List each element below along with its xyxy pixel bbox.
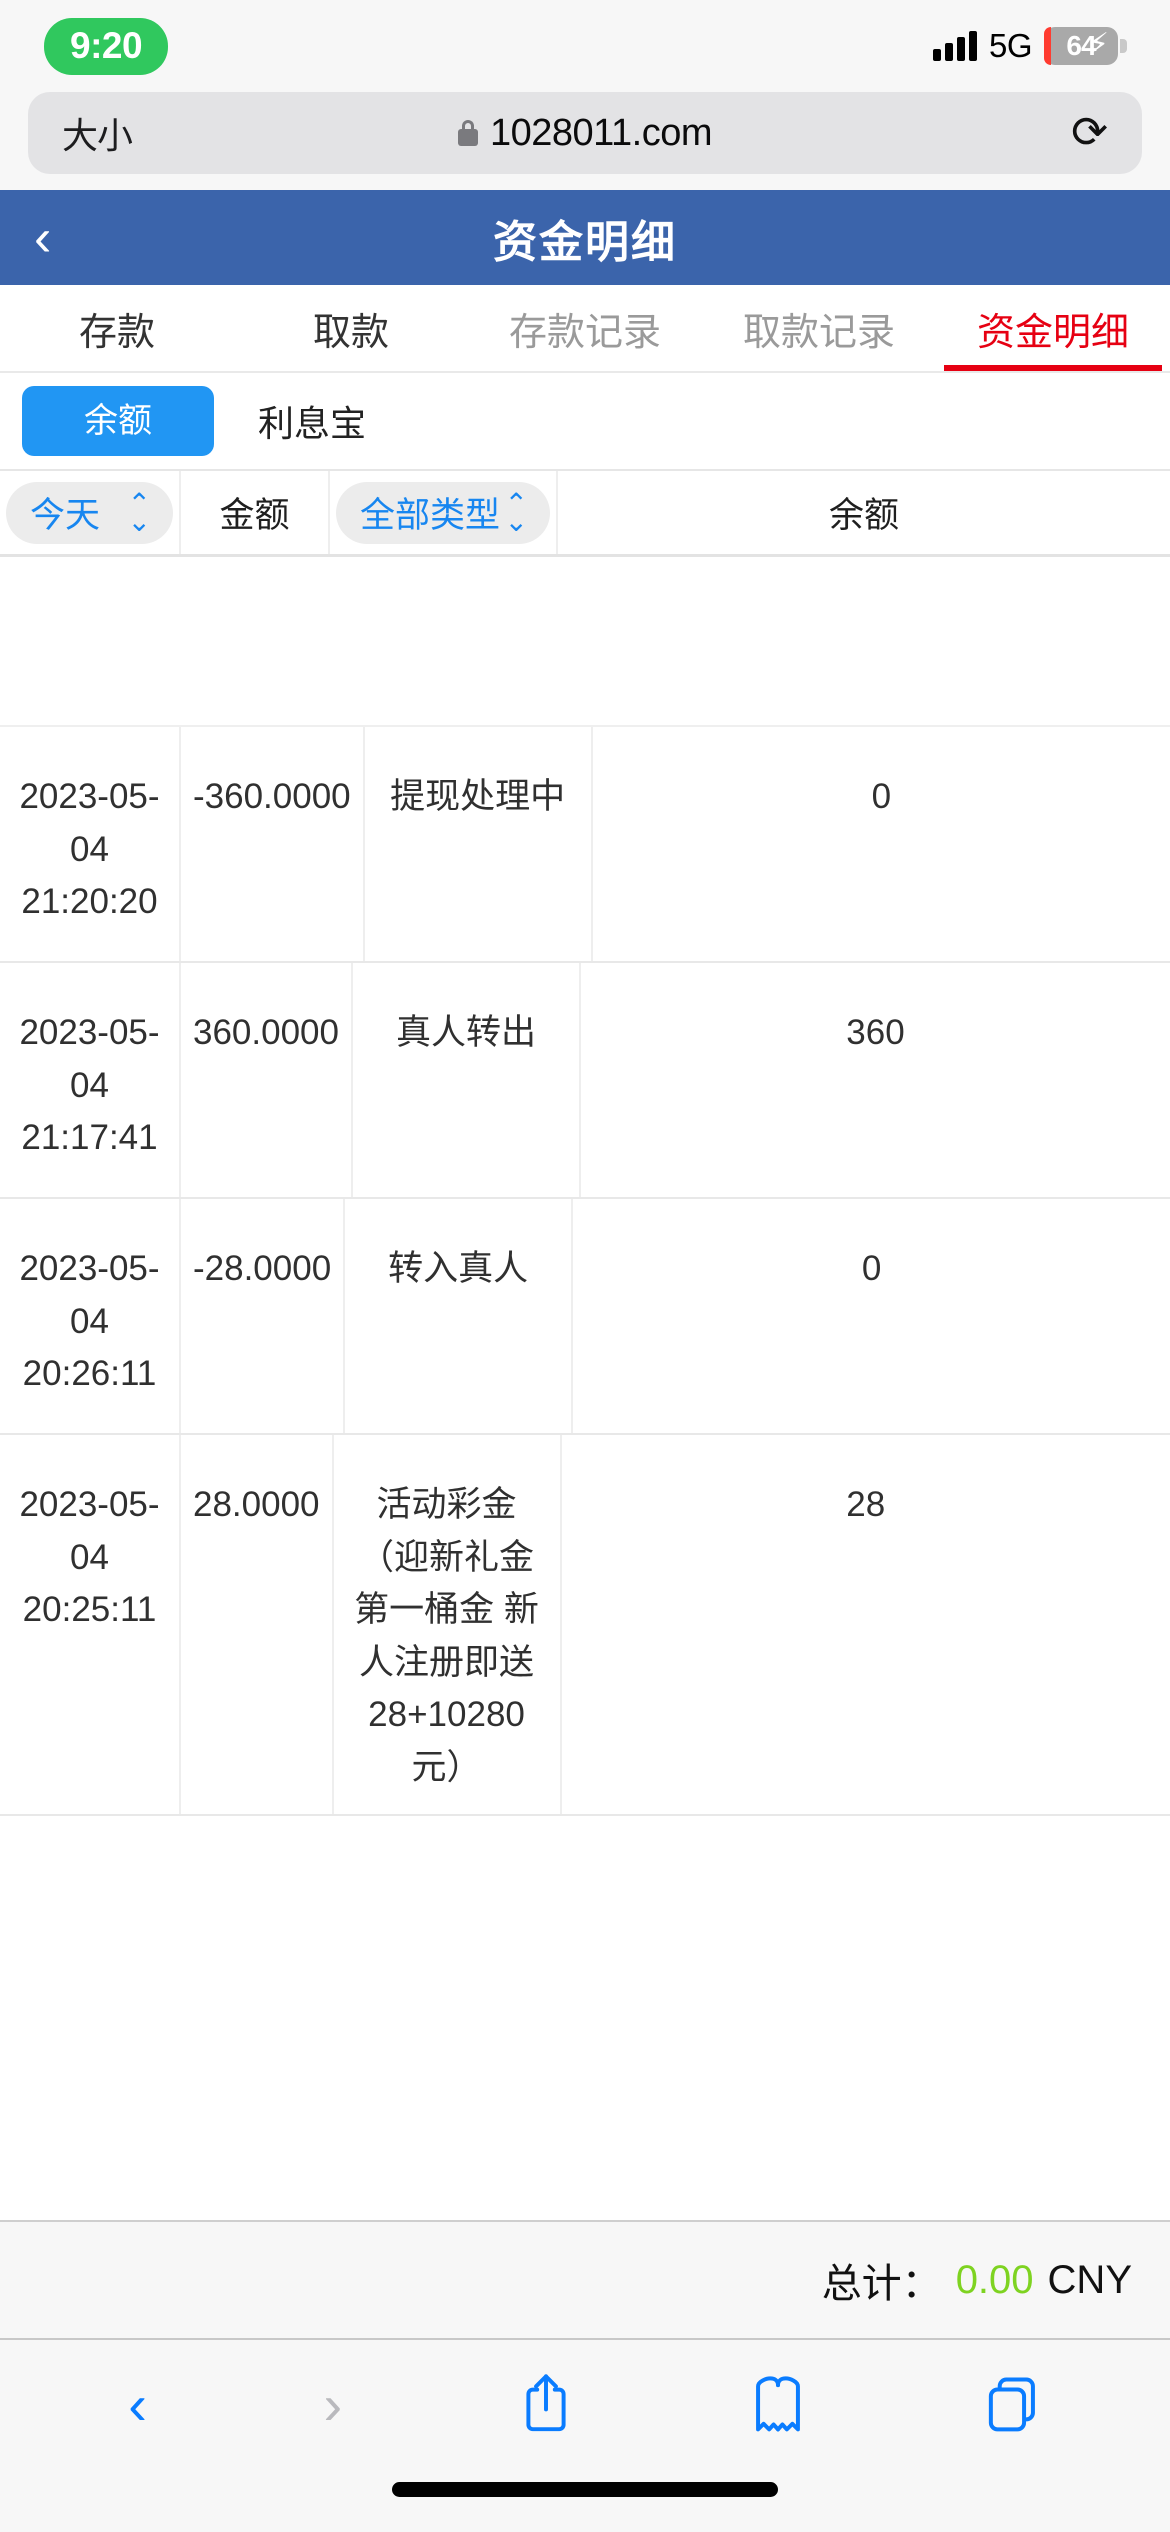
- signal-bars-icon: [932, 31, 977, 61]
- row-type: 真人转出: [353, 963, 581, 1197]
- date-filter-label: 今天: [30, 496, 101, 535]
- tab-deposit[interactable]: 存款: [0, 285, 234, 371]
- table-row[interactable]: 2023-05-04 20:26:11 -28.0000 转入真人 0: [0, 1199, 1170, 1435]
- tab-label: 资金明细: [976, 311, 1129, 354]
- chevron-up-down-icon: ⌃ ⌄: [127, 488, 151, 537]
- tab-withdraw-records[interactable]: 取款记录: [702, 285, 936, 371]
- fund-details-table: 今天 ⌃ ⌄ 金额 全部类型 ⌃ ⌄ 余额 2023-05-04 21:20:20: [0, 471, 1170, 1816]
- row-datetime: 2023-05-04 20:26:11: [0, 1199, 181, 1433]
- status-bar: 9:20 5G 64 ⚡: [0, 0, 1170, 92]
- type-filter-select[interactable]: 全部类型 ⌃ ⌄: [336, 481, 550, 544]
- totals-currency: CNY: [1047, 2257, 1132, 2302]
- row-datetime: 2023-05-04 20:25:11: [0, 1435, 181, 1814]
- row-type: 提现处理中: [365, 727, 593, 961]
- row-time: 21:17:41: [21, 1118, 158, 1157]
- tab-label: 取款记录: [742, 311, 895, 354]
- subtab-interest-treasure[interactable]: 利息宝: [258, 403, 367, 444]
- tab-fund-details[interactable]: 资金明细: [936, 285, 1170, 371]
- type-filter-cell: 全部类型 ⌃ ⌄: [330, 471, 558, 554]
- browser-toolbar: ‹ ›: [0, 2340, 1170, 2470]
- browser-forward-icon: ›: [323, 2373, 343, 2436]
- table-row[interactable]: 2023-05-04 21:17:41 360.0000 真人转出 360: [0, 963, 1170, 1199]
- row-amount: 28.0000: [181, 1435, 334, 1814]
- home-indicator[interactable]: [392, 2482, 778, 2497]
- row-balance: 28: [846, 1485, 886, 1524]
- row-datetime: 2023-05-04 21:17:41: [0, 963, 181, 1197]
- row-date: 2023-05-04: [19, 1249, 160, 1341]
- main-tab-bar: 存款 取款 存款记录 取款记录 资金明细: [0, 285, 1170, 373]
- row-balance: 360: [846, 1013, 905, 1052]
- charging-bolt-icon: ⚡: [1087, 28, 1109, 61]
- home-indicator-area: [0, 2470, 1170, 2532]
- row-type: 活动彩金（迎新礼金 第一桶金 新人注册即送 28+10280元）: [334, 1435, 562, 1814]
- row-amount: -28.0000: [181, 1199, 346, 1433]
- balance-header-label: 余额: [828, 496, 899, 535]
- page-title: 资金明细: [493, 217, 677, 267]
- row-date: 2023-05-04: [19, 777, 160, 869]
- table-spacer-row: [0, 557, 1170, 727]
- row-datetime: 2023-05-04 21:20:20: [0, 727, 181, 961]
- chevron-up-down-icon: ⌃ ⌄: [504, 488, 528, 537]
- app-back-icon[interactable]: ‹: [34, 208, 52, 267]
- amount-column-header: 金额: [181, 471, 330, 554]
- subtab-balance[interactable]: 余额: [22, 386, 214, 456]
- amount-header-label: 金额: [219, 496, 290, 535]
- row-type: 转入真人: [345, 1199, 574, 1433]
- totals-bar: 总计： 0.00 CNY: [0, 2222, 1170, 2340]
- battery-level-label: 64: [1066, 30, 1096, 61]
- date-filter-cell: 今天 ⌃ ⌄: [0, 471, 181, 554]
- totals-value: 0.00: [955, 2257, 1034, 2302]
- tab-label: 存款记录: [508, 311, 661, 354]
- network-type-label: 5G: [988, 27, 1033, 64]
- table-row[interactable]: 2023-05-04 21:20:20 -360.0000 提现处理中 0: [0, 727, 1170, 963]
- row-balance: 0: [861, 1249, 882, 1288]
- status-indicators: 5G 64 ⚡: [932, 27, 1127, 65]
- date-filter-select[interactable]: 今天 ⌃ ⌄: [6, 481, 173, 544]
- row-time: 20:25:11: [22, 1590, 157, 1629]
- book-icon[interactable]: [749, 2374, 807, 2436]
- balance-column-header: 余额: [558, 471, 1170, 554]
- table-row[interactable]: 2023-05-04 20:25:11 28.0000 活动彩金（迎新礼金 第一桶…: [0, 1435, 1170, 1816]
- browser-address-bar-container: 大小 1028011.com ⟳: [0, 92, 1170, 190]
- browser-back-icon[interactable]: ‹: [128, 2373, 147, 2436]
- table-empty-area: [0, 1816, 1170, 2222]
- share-icon[interactable]: [519, 2372, 573, 2438]
- reload-icon[interactable]: ⟳: [1071, 108, 1108, 157]
- tab-label: 存款: [78, 311, 155, 354]
- status-time-pill: 9:20: [44, 17, 169, 75]
- row-balance: 0: [871, 777, 892, 816]
- lock-icon: [458, 120, 479, 146]
- type-filter-label: 全部类型: [360, 496, 501, 535]
- tab-withdraw[interactable]: 取款: [234, 285, 468, 371]
- totals-label: 总计：: [821, 2262, 942, 2306]
- battery-charging-icon: 64 ⚡: [1044, 27, 1127, 65]
- tabs-icon[interactable]: [984, 2374, 1042, 2436]
- row-amount: 360.0000: [181, 963, 353, 1197]
- row-amount: -360.0000: [181, 727, 365, 961]
- tab-deposit-records[interactable]: 存款记录: [468, 285, 702, 371]
- row-time: 21:20:20: [21, 882, 158, 921]
- table-header-row: 今天 ⌃ ⌄ 金额 全部类型 ⌃ ⌄ 余额: [0, 471, 1170, 557]
- app-header: ‹ 资金明细: [0, 190, 1170, 285]
- row-date: 2023-05-04: [19, 1013, 160, 1105]
- url-display: 1028011.com: [28, 112, 1142, 155]
- browser-address-bar[interactable]: 大小 1028011.com ⟳: [28, 92, 1142, 174]
- row-time: 20:26:11: [22, 1354, 157, 1393]
- row-date: 2023-05-04: [19, 1485, 160, 1577]
- url-text: 1028011.com: [490, 111, 712, 154]
- tab-label: 取款: [312, 311, 389, 354]
- sub-tab-bar: 余额 利息宝: [0, 373, 1170, 471]
- text-size-button[interactable]: 大小: [62, 115, 133, 156]
